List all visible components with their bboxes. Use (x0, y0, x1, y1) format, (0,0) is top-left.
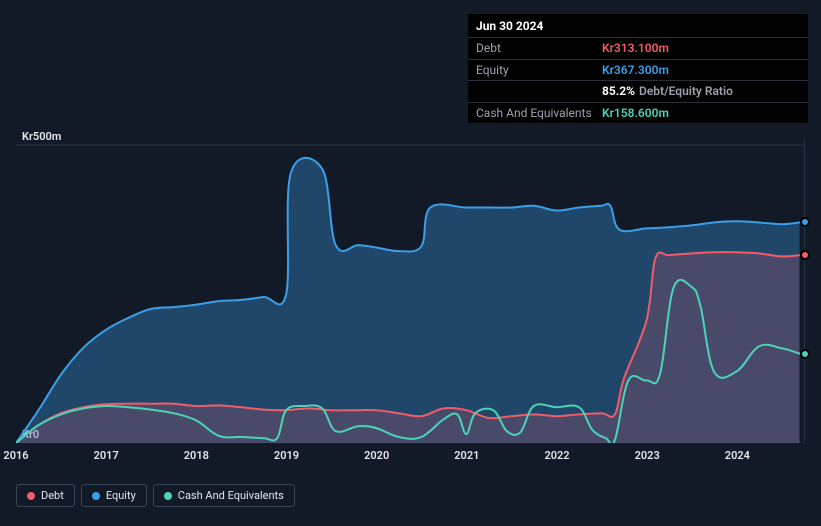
legend-label: Equity (106, 489, 136, 502)
tooltip-row-label (476, 84, 602, 98)
x-axis-label: 2018 (184, 449, 209, 462)
x-axis-label: 2022 (544, 449, 569, 462)
tooltip-row: DebtKr313.100m (468, 37, 808, 58)
x-axis-label: 2023 (635, 449, 660, 462)
legend-item[interactable]: Debt (16, 484, 75, 507)
series-end-marker (800, 217, 810, 227)
series-end-marker (800, 349, 810, 359)
x-axis-label: 2016 (3, 449, 28, 462)
tooltip-row-label: Debt (476, 41, 602, 55)
tooltip-row-value: Kr367.300m (602, 63, 669, 77)
tooltip-row-value: Kr158.600m (602, 106, 669, 120)
legend-dot-icon (27, 492, 35, 500)
legend-dot-icon (164, 492, 172, 500)
tooltip-row: Cash And EquivalentsKr158.600m (468, 102, 808, 123)
series-end-marker (800, 250, 810, 260)
x-axis-label: 2024 (725, 449, 750, 462)
tooltip-row-value: Kr313.100m (602, 41, 669, 55)
x-axis-label: 2021 (454, 449, 479, 462)
legend-item[interactable]: Cash And Equivalents (153, 484, 295, 507)
legend-dot-icon (92, 492, 100, 500)
plot-area[interactable] (16, 139, 805, 443)
chart-area: Kr0Kr500m 201620172018201920202021202220… (16, 125, 805, 475)
x-axis-label: 2020 (364, 449, 389, 462)
tooltip-row: 85.2%Debt/Equity Ratio (468, 80, 808, 101)
chart-container: Jun 30 2024 DebtKr313.100mEquityKr367.30… (0, 0, 821, 526)
x-axis-label: 2019 (274, 449, 299, 462)
legend: Debt Equity Cash And Equivalents (16, 484, 295, 507)
legend-item[interactable]: Equity (81, 484, 147, 507)
legend-label: Debt (41, 489, 64, 502)
tooltip-row-value: 85.2%Debt/Equity Ratio (602, 84, 733, 98)
tooltip-date: Jun 30 2024 (468, 14, 808, 37)
legend-label: Cash And Equivalents (178, 489, 284, 502)
tooltip-row-label: Cash And Equivalents (476, 106, 602, 120)
tooltip-row-label: Equity (476, 63, 602, 77)
chart-svg (16, 139, 804, 443)
tooltip-panel: Jun 30 2024 DebtKr313.100mEquityKr367.30… (468, 14, 808, 123)
x-axis-label: 2017 (94, 449, 119, 462)
tooltip-row: EquityKr367.300m (468, 59, 808, 80)
